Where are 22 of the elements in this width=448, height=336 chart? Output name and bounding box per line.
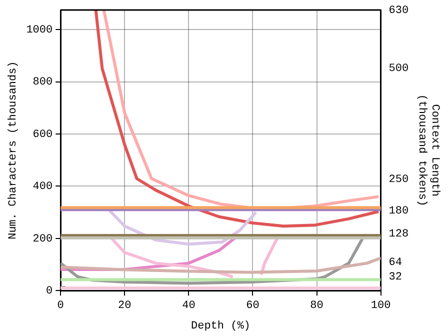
y-tick-label: 400 (32, 181, 53, 194)
y2-tick-label: 250 (388, 174, 409, 186)
x-axis-title: Depth (%) (190, 320, 250, 332)
y-tick-label: 0 (46, 286, 53, 298)
x-tick-label: 60 (246, 300, 260, 312)
x-tick-label: 0 (57, 300, 64, 312)
y-tick-label: 1000 (26, 24, 53, 36)
y2-tick-label: 180 (388, 205, 409, 218)
y2-tick-label: 128 (388, 228, 409, 240)
y2-tick-label: 32 (388, 271, 402, 284)
x-tick-label: 40 (182, 300, 196, 312)
y-tick-label: 200 (32, 233, 53, 246)
y2-tick-label: 500 (388, 62, 409, 75)
x-tick-label: 100 (370, 300, 391, 312)
y2-axis-title: Context Length (thousand tokens) (415, 94, 440, 206)
y2-tick-label: 630 (388, 4, 409, 17)
y2-tick-label: 64 (388, 257, 402, 269)
x-tick-label: 80 (310, 300, 324, 312)
x-tick-label: 20 (118, 300, 132, 312)
y-axis-title: Num. Characters (thousands) (8, 61, 20, 240)
y-tick-label: 800 (32, 76, 53, 89)
y-tick-label: 600 (32, 128, 53, 141)
